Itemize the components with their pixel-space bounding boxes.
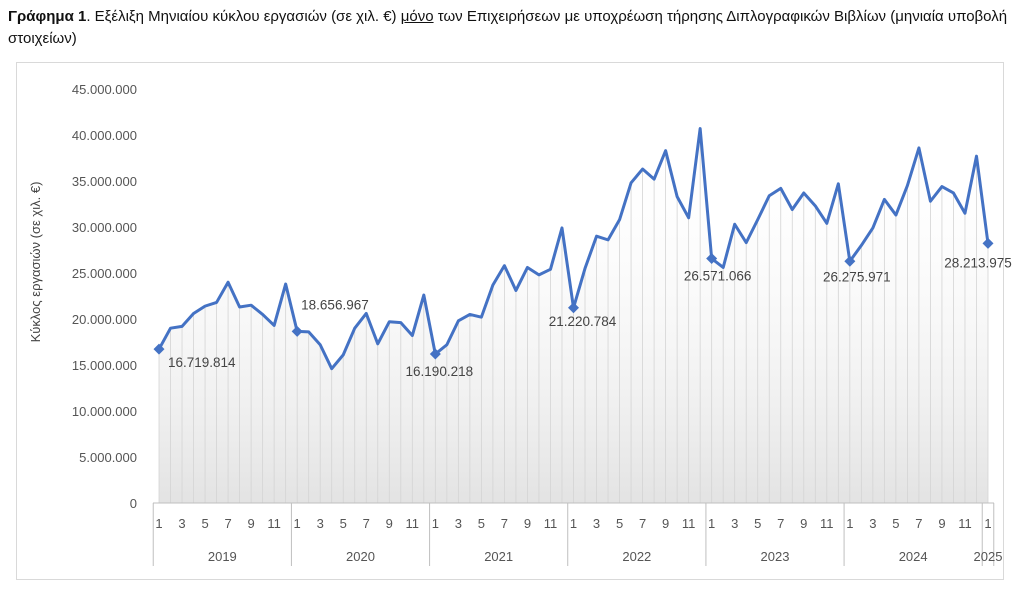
year-label: 2023 (761, 549, 790, 564)
data-label: 16.719.814 (168, 355, 236, 370)
y-tick-label: 15.000.000 (72, 358, 137, 373)
x-tick-label: 11 (544, 516, 558, 531)
year-label: 2021 (484, 549, 513, 564)
x-tick-label: 5 (754, 516, 761, 531)
data-label: 28.213.975 (944, 255, 1012, 270)
year-label: 2024 (899, 549, 928, 564)
y-tick-label: 35.000.000 (72, 174, 137, 189)
y-tick-label: 25.000.000 (72, 266, 137, 281)
y-tick-label: 45.000.000 (72, 82, 137, 97)
x-tick-label: 7 (363, 516, 370, 531)
x-tick-label: 3 (593, 516, 600, 531)
x-tick-label: 9 (800, 516, 807, 531)
y-tick-label: 40.000.000 (72, 128, 137, 143)
x-tick-label: 7 (501, 516, 508, 531)
x-tick-label: 9 (524, 516, 531, 531)
x-tick-label: 1 (984, 516, 991, 531)
x-tick-label: 3 (869, 516, 876, 531)
y-tick-label: 20.000.000 (72, 312, 137, 327)
year-label: 2022 (622, 549, 651, 564)
y-axis-label: Κύκλος εργασιών (σε χιλ. €) (28, 182, 43, 343)
x-tick-label: 5 (892, 516, 899, 531)
x-tick-label: 1 (570, 516, 577, 531)
data-label: 18.656.967 (301, 297, 369, 312)
x-tick-label: 7 (224, 516, 231, 531)
x-tick-label: 11 (682, 516, 696, 531)
y-tick-label: 0 (130, 496, 137, 511)
data-label: 26.275.971 (823, 269, 891, 284)
x-tick-label: 11 (958, 516, 972, 531)
x-tick-label: 5 (340, 516, 347, 531)
x-tick-label: 9 (386, 516, 393, 531)
x-tick-label: 3 (731, 516, 738, 531)
x-tick-label: 9 (247, 516, 254, 531)
x-tick-label: 3 (317, 516, 324, 531)
x-tick-label: 3 (178, 516, 185, 531)
x-tick-label: 1 (846, 516, 853, 531)
x-tick-label: 1 (294, 516, 301, 531)
y-tick-label: 30.000.000 (72, 220, 137, 235)
x-tick-label: 11 (406, 516, 420, 531)
data-label: 26.571.066 (684, 269, 752, 284)
x-tick-label: 11 (267, 516, 281, 531)
data-label: 16.190.218 (406, 364, 474, 379)
x-tick-label: 7 (777, 516, 784, 531)
x-tick-label: 11 (820, 516, 834, 531)
x-tick-label: 5 (478, 516, 485, 531)
y-tick-label: 5.000.000 (79, 450, 137, 465)
x-tick-label: 5 (616, 516, 623, 531)
year-label: 2020 (346, 549, 375, 564)
x-tick-label: 1 (708, 516, 715, 531)
x-tick-label: 1 (155, 516, 162, 531)
x-tick-label: 7 (639, 516, 646, 531)
x-tick-label: 9 (662, 516, 669, 531)
x-tick-label: 9 (938, 516, 945, 531)
x-tick-label: 3 (455, 516, 462, 531)
y-tick-label: 10.000.000 (72, 404, 137, 419)
data-label: 21.220.784 (549, 314, 617, 329)
x-tick-label: 1 (432, 516, 439, 531)
year-label: 2019 (208, 549, 237, 564)
x-tick-label: 7 (915, 516, 922, 531)
line-chart: 0 5.000.000 10.000.000 15.000.000 20.000.000… (0, 0, 1024, 591)
year-label: 2025 (974, 549, 1003, 564)
x-tick-label: 5 (201, 516, 208, 531)
